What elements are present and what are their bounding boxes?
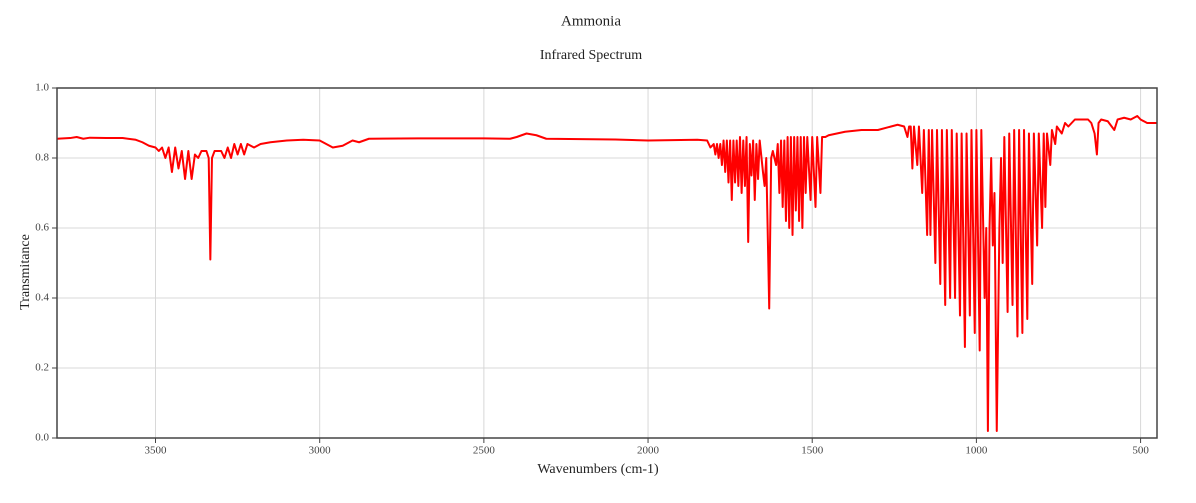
x-tick-label: 1000 xyxy=(965,445,988,457)
spectrum-line xyxy=(56,115,1157,432)
plot-frame xyxy=(56,87,1158,439)
y-tick-label: 1.0 xyxy=(35,82,49,94)
x-tick-label: 3000 xyxy=(309,445,332,457)
y-tick-label: 0.2 xyxy=(35,362,49,374)
y-tick-label: 0.4 xyxy=(35,292,49,304)
y-tick-label: 0.0 xyxy=(35,432,49,444)
x-axis-label: Wavenumbers (cm-1) xyxy=(537,462,659,477)
x-tick-label: 2500 xyxy=(473,445,496,457)
y-tick-label: 0.6 xyxy=(35,222,49,234)
chart-title: Ammonia xyxy=(561,13,621,29)
x-tick-label: 2000 xyxy=(637,445,660,457)
chart-subtitle: Infrared Spectrum xyxy=(540,48,642,63)
y-axis-label: Transmitance xyxy=(18,234,33,310)
y-tick-label: 0.8 xyxy=(35,152,49,164)
x-tick-label: 500 xyxy=(1132,445,1149,457)
x-tick-label: 3500 xyxy=(145,445,168,457)
x-tick-label: 1500 xyxy=(801,445,824,457)
